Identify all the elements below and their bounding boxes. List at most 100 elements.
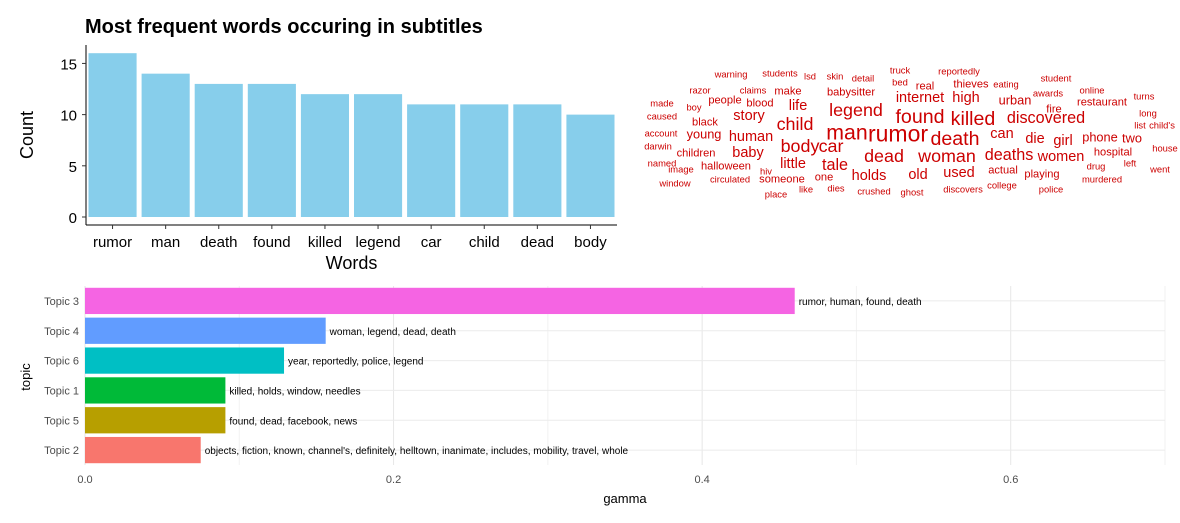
cloud-word: young (686, 126, 722, 142)
y-tick-label: 10 (60, 108, 77, 125)
cloud-word: old (908, 166, 928, 183)
y-tick-label: Topic 5 (44, 415, 79, 427)
topic-bar (85, 436, 201, 464)
cloud-word: bed (892, 76, 908, 88)
cloud-word: someone (759, 173, 805, 186)
cloud-word: eating (993, 78, 1019, 90)
x-tick-label: found (253, 234, 291, 251)
topic-bar-label: found, dead, facebook, news (229, 416, 357, 427)
cloud-word: discovered (1006, 108, 1086, 127)
cloud-word: blood (746, 97, 774, 110)
bar-found (247, 83, 296, 218)
bar-death (194, 83, 243, 218)
x-tick-label: 0.6 (1003, 474, 1018, 486)
topic-bar-label: killed, holds, window, needles (229, 386, 360, 397)
topic-bar (85, 347, 285, 374)
y-tick-label: Topic 3 (44, 296, 79, 308)
cloud-word: place (764, 188, 788, 200)
cloud-word: found (895, 106, 945, 129)
cloud-word: people (708, 94, 742, 107)
topic-bar-label: objects, fiction, known, channel's, defi… (205, 446, 629, 457)
word-frequency-plot: Most frequent words occuring in subtitle… (17, 16, 617, 273)
x-axis-title: gamma (603, 491, 647, 506)
bar-man (141, 73, 190, 218)
cloud-word: restaurant (1077, 96, 1127, 109)
cloud-word: account (644, 127, 678, 139)
cloud-word: two (1122, 130, 1142, 146)
x-axis-title: Words (326, 253, 378, 273)
cloud-word: murdered (1081, 173, 1123, 185)
y-tick-label: 5 (69, 159, 77, 176)
topic-bar-label: rumor, human, found, death (799, 297, 922, 308)
y-tick-label: Topic 4 (44, 326, 79, 338)
bar-legend (354, 94, 403, 217)
cloud-word: fire (1046, 103, 1062, 116)
cloud-word: actual (988, 164, 1018, 177)
cloud-word: tale (821, 155, 849, 174)
cloud-word: internet (895, 89, 945, 106)
x-tick-label: body (574, 234, 607, 251)
cloud-word: made (650, 97, 674, 109)
cloud-word: student (1040, 72, 1072, 84)
topic-bar (85, 407, 226, 434)
cloud-word: college (987, 179, 1017, 191)
cloud-word: woman (918, 146, 976, 167)
cloud-word: hospital (1093, 146, 1133, 159)
cloud-word: hiv (760, 165, 772, 177)
bar-body (566, 114, 615, 217)
bar-dead (513, 104, 562, 217)
cloud-word: left (1123, 157, 1137, 169)
y-tick-label: Topic 2 (44, 445, 79, 457)
topic-gamma-chart: rumor, human, found, death Topic 3 woman, … (0, 280, 1180, 518)
cloud-word: baby (732, 144, 764, 161)
x-tick-label: rumor (93, 234, 132, 251)
topic-bar (85, 287, 795, 315)
cloud-word: awards (1032, 87, 1064, 99)
cloud-word: thieves (953, 78, 989, 91)
cloud-word: detail (851, 72, 875, 84)
cloud-word: circulated (709, 173, 751, 185)
bar-child (460, 104, 509, 217)
cloud-word: darwin (644, 140, 672, 152)
bar-car (407, 104, 456, 217)
cloud-word: razor (689, 84, 711, 96)
cloud-word: phone (1082, 129, 1118, 145)
cloud-word: little (780, 155, 806, 172)
cloud-word: went (1150, 163, 1170, 175)
cloud-word: ghost (900, 186, 924, 198)
cloud-word: image (668, 163, 694, 175)
cloud-word: warning (714, 68, 748, 80)
x-tick-label: 0.4 (694, 474, 709, 486)
cloud-word: child's (1149, 119, 1175, 131)
cloud-word: car (818, 136, 844, 157)
x-tick-label: legend (356, 234, 401, 251)
cloud-word: life (788, 97, 808, 114)
cloud-word: house (1152, 142, 1178, 154)
y-axis-title: Count (17, 111, 37, 159)
topic-bar (85, 377, 226, 404)
cloud-word: named (647, 157, 677, 169)
x-tick-label: death (200, 234, 238, 251)
cloud-word: halloween (701, 160, 751, 173)
x-tick-label: car (421, 234, 442, 251)
cloud-word: used (943, 164, 975, 181)
cloud-word: deaths (984, 145, 1034, 164)
y-tick-label: 15 (60, 56, 77, 73)
word-cloud: warning students lsd skin detail truck reporte… (630, 40, 1180, 220)
y-tick-label: 0 (69, 210, 77, 227)
x-tick-label: killed (308, 234, 342, 251)
cloud-word: list (1134, 119, 1146, 131)
cloud-word: long (1139, 107, 1157, 119)
bar-rumor (88, 53, 137, 217)
cloud-word: police (1038, 183, 1064, 195)
x-tick-label: child (469, 234, 500, 251)
cloud-word: boy (686, 101, 702, 113)
topic-bar-label: woman, legend, dead, death (329, 327, 456, 338)
cloud-word: killed (950, 108, 996, 131)
cloud-word: like (798, 183, 814, 195)
cloud-word: one (814, 171, 834, 184)
cloud-word: rumor (867, 120, 929, 147)
cloud-word: drug (1086, 160, 1106, 172)
cloud-word: discovers (943, 183, 983, 195)
cloud-word: can (990, 125, 1014, 142)
